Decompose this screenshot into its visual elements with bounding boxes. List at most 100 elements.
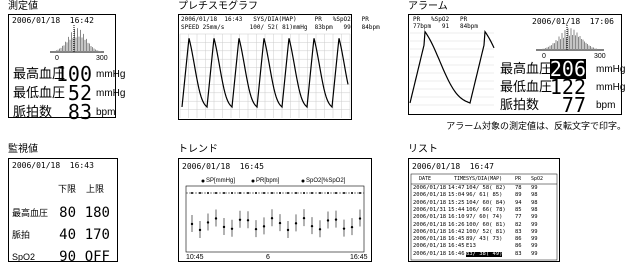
trend-dot <box>359 192 361 194</box>
table-cell: 78 <box>515 185 522 191</box>
table-cell: 2006/01/18 <box>413 236 447 243</box>
trend-dot <box>350 225 354 229</box>
table-cell: 15:04 <box>448 192 465 199</box>
row-label: 最低血圧 <box>13 85 66 100</box>
trend-dot <box>215 192 217 194</box>
trend-dot <box>311 192 313 194</box>
column-header: TIME <box>454 176 467 182</box>
header-line: 2006/01/18 16:43 SYS/DIA(MAP) PR %SpO2 P… <box>181 16 369 23</box>
table-cell: 83/ 38( 49) <box>466 250 503 258</box>
row-unit: mmHg <box>96 88 126 99</box>
high-limit: 180 <box>84 205 110 221</box>
row-unit: mmHg <box>96 69 126 80</box>
trend-dot <box>278 221 282 225</box>
trend-dot <box>231 192 233 194</box>
column-header: 上限 <box>86 184 105 194</box>
table-cell: 2006/01/18 <box>413 243 447 250</box>
table-cell: 96/ 61( 85) <box>466 192 503 199</box>
table-cell: 99 <box>531 221 538 228</box>
table-cell: 98 <box>531 192 538 199</box>
row-label: 脈拍数 <box>500 97 540 112</box>
row-value: 206 <box>549 57 586 81</box>
table-cell: 14:47 <box>448 185 465 191</box>
trend-dot <box>255 192 257 194</box>
high-limit: OFF <box>84 249 110 265</box>
row-value: 100 <box>55 62 92 86</box>
row-value: 122 <box>549 75 586 99</box>
table-cell: 100/ 52( 81) <box>466 228 506 235</box>
trend-dot <box>287 192 289 194</box>
table-cell: 15:25 <box>448 199 465 206</box>
trend-dot <box>334 218 338 221</box>
table-cell: 85 <box>515 206 522 213</box>
table-cell: 83 <box>515 228 522 235</box>
axis-label: 300 <box>594 53 606 60</box>
trend-dot <box>351 192 353 194</box>
table-cell: 2006/01/18 <box>413 199 447 206</box>
section-title: リスト <box>408 144 438 155</box>
legend-dot <box>301 179 305 183</box>
trend-dot <box>214 217 218 220</box>
table-cell: E13 <box>466 243 476 250</box>
axis-label: 0 <box>542 53 546 60</box>
table-cell: 106/ 66( 78) <box>466 206 506 213</box>
trend-dot <box>230 227 234 230</box>
measured-panel <box>8 14 116 118</box>
trend-dot <box>343 192 345 194</box>
table-cell: 16:10 <box>448 214 465 221</box>
column-header: SYS/DIA(MAP) <box>466 176 503 182</box>
trend-dot <box>262 225 266 228</box>
trend-dot <box>318 228 322 231</box>
alarm-panel <box>408 14 622 115</box>
table-cell: 16:45 <box>448 243 465 250</box>
x-label: 10:45 <box>186 254 204 261</box>
trend-dot <box>302 216 306 220</box>
trend-dot <box>247 192 249 194</box>
low-limit: 40 <box>59 227 76 243</box>
table-cell: 16:45 <box>448 236 465 243</box>
trend-dot <box>303 192 305 194</box>
table-cell: 98 <box>531 206 538 213</box>
row-unit: bpm <box>596 100 616 111</box>
section-title: 監視値 <box>8 144 38 155</box>
table-cell: 89/ 43( 73) <box>466 236 503 243</box>
table-cell: 16:26 <box>448 221 465 228</box>
plot-area <box>185 185 365 253</box>
trend-dot <box>286 228 290 232</box>
table-cell: 99 <box>531 214 538 221</box>
table-cell: 83 <box>515 250 522 257</box>
trend-dot <box>358 217 362 220</box>
row-label: 脈拍 <box>12 230 31 240</box>
header-line: SPEED 25mm/s 100/ 52( 81)mmHg 83bpm 99 8… <box>181 24 380 31</box>
trend-dot <box>198 228 202 232</box>
trend-dot <box>335 192 337 194</box>
trend-dot <box>295 192 297 194</box>
row-unit: bpm <box>96 107 116 118</box>
low-limit: 80 <box>59 205 76 221</box>
trend-dot <box>190 222 194 226</box>
table-cell: 2006/01/18 <box>413 214 447 221</box>
table-cell: 99 <box>531 236 538 243</box>
table-cell: 89 <box>515 192 522 199</box>
section-title: プレチスモグラフ <box>178 1 258 12</box>
trend-dot <box>254 227 258 231</box>
column-header: 下限 <box>58 184 77 194</box>
datetime: 2006/01/18 16:47 <box>412 162 494 171</box>
axis-label: 300 <box>96 55 108 62</box>
row-label: 最高血圧 <box>12 208 49 218</box>
low-limit: 90 <box>59 249 76 265</box>
column-header: DATE <box>419 176 432 182</box>
trend-dot <box>271 192 273 194</box>
table-cell: 99 <box>531 243 538 250</box>
table-frame <box>410 173 558 261</box>
row-label: 最低血圧 <box>500 79 553 94</box>
list-panel <box>408 158 560 262</box>
trend-dot <box>294 222 298 225</box>
section-title: 測定値 <box>8 1 38 12</box>
column-header: SpO2 <box>531 176 544 182</box>
table-cell: 99 <box>531 228 538 235</box>
table-cell: 2006/01/18 <box>413 221 447 228</box>
trend-dot <box>319 192 321 194</box>
trend-dot <box>239 192 241 194</box>
